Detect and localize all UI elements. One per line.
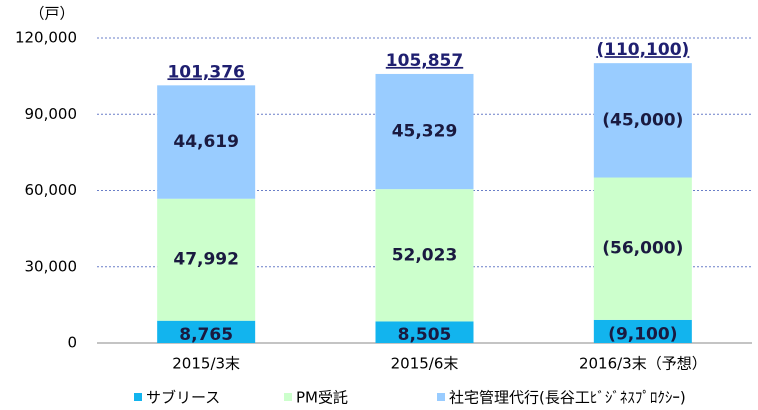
legend-label: サブリース	[146, 389, 220, 407]
value-label: (56,000)	[602, 239, 683, 259]
total-label: 105,857	[386, 51, 463, 71]
total-label: (110,100)	[596, 40, 689, 60]
value-label: (9,100)	[608, 324, 677, 344]
bar-segment	[593, 319, 692, 343]
y-tick-label: 0	[67, 334, 77, 352]
legend-label: PM受託	[296, 389, 348, 407]
legend-label: 社宅管理代行(長谷工ﾋﾞｼﾞﾈｽﾌﾟﾛｸｼｰ)	[449, 389, 686, 407]
x-tick-label: 2015/6末	[391, 355, 459, 373]
bar-segment	[375, 321, 474, 343]
y-tick-label: 120,000	[15, 29, 77, 47]
value-label: (45,000)	[602, 110, 683, 130]
bar-segment	[157, 320, 256, 343]
y-tick-label: 60,000	[25, 181, 78, 199]
bar-segment	[375, 73, 474, 190]
total-label: 101,376	[167, 62, 244, 82]
value-label: 52,023	[392, 245, 458, 265]
y-tick-label: 90,000	[25, 105, 78, 123]
legend-swatch	[134, 393, 142, 401]
bar-segment	[375, 189, 474, 322]
value-label: 44,619	[173, 132, 239, 152]
value-label: 47,992	[173, 250, 239, 270]
x-tick-label: 2015/3末	[172, 355, 240, 373]
y-unit: （戸）	[29, 5, 74, 23]
y-tick-label: 30,000	[25, 257, 78, 275]
legend-swatch	[284, 393, 292, 401]
value-label: 45,329	[392, 122, 458, 142]
x-tick-label: 2016/3末（予想）	[579, 355, 707, 373]
value-label: 8,765	[179, 325, 233, 345]
bar-segment	[593, 63, 692, 178]
value-label: 8,505	[398, 325, 452, 345]
bar-segment	[157, 198, 256, 321]
bar-segment	[593, 177, 692, 320]
bar-segment	[157, 85, 256, 199]
legend-swatch	[437, 393, 445, 401]
